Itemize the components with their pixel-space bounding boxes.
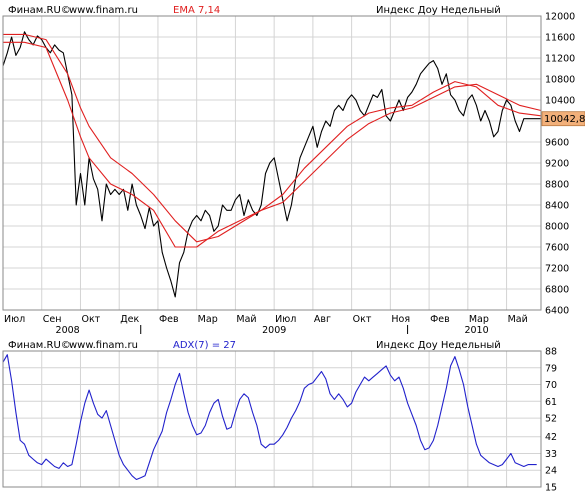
adx-header-site: www.finam.ru — [69, 340, 138, 351]
y-tick-label: 70 — [545, 380, 557, 391]
y-tick-label: 11200 — [545, 54, 575, 65]
x-tick-label: Июл — [275, 314, 296, 325]
adx-header-indicator: ADX(7) = 27 — [173, 340, 236, 351]
y-tick-label: 33 — [545, 449, 557, 460]
series-line-0 — [2, 31, 541, 298]
x-tick-label: Окт — [353, 314, 372, 325]
year-label: 2009 — [262, 325, 286, 336]
adx-panel: 15 24 33 42 52 61 70 79 88 Финам.RU© www.finam.r… — [2, 340, 557, 494]
last-price-badge-box — [541, 111, 585, 127]
adx-header-source: Финам.RU© — [8, 340, 71, 351]
y-tick-label: 52 — [545, 414, 557, 425]
x-tick-label: Мар — [198, 314, 218, 325]
year-label: 2010 — [464, 325, 488, 336]
y-tick-label: 7200 — [545, 264, 569, 275]
price-header-indicator: EMA 7,14 — [173, 5, 220, 16]
adx-grid — [3, 351, 541, 487]
y-tick-label: 12000 — [545, 12, 575, 23]
adx-plot-frame — [3, 351, 541, 487]
x-tick-label: Мар — [469, 314, 489, 325]
x-tick-label: Дек — [120, 314, 139, 325]
price-series — [2, 31, 542, 298]
y-tick-label: 15 — [545, 483, 557, 494]
x-tick-label: Май — [508, 314, 528, 325]
price-header-instrument: Индекс Доу Недельный — [376, 5, 501, 16]
adx-series — [2, 354, 537, 481]
x-tick-label: Фев — [159, 314, 179, 325]
y-tick-label: 11600 — [545, 33, 575, 44]
y-tick-label: 88 — [545, 347, 557, 358]
x-tick-label: Фев — [430, 314, 450, 325]
y-tick-label: 8000 — [545, 222, 569, 233]
y-tick-label: 10400 — [545, 96, 575, 107]
y-tick-label: 7600 — [545, 243, 569, 254]
price-header-source: Финам.RU© — [8, 5, 71, 16]
last-price-label: 10042,88 — [544, 114, 585, 125]
x-tick-label: Июл — [4, 314, 25, 325]
price-grid — [3, 16, 541, 310]
y-tick-label: 6400 — [545, 306, 569, 317]
y-tick-label: 6800 — [545, 285, 569, 296]
price-x-ticks: Июл Сен Окт Дек Фев Мар Май Июл Авг Окт Ноя Фев Мар М… — [4, 314, 528, 325]
y-tick-label: 79 — [545, 363, 557, 374]
year-label: 2008 — [56, 325, 80, 336]
x-tick-label: Май — [236, 314, 256, 325]
x-tick-label: Окт — [81, 314, 100, 325]
series-line-2 — [3, 33, 542, 243]
y-tick-label: 10800 — [545, 75, 575, 86]
price-panel: 6400680072007600800084008800920096001000… — [2, 5, 585, 336]
y-tick-label: 42 — [545, 432, 557, 443]
price-header-site: www.finam.ru — [69, 5, 138, 16]
y-tick-label: 9200 — [545, 159, 569, 170]
adx-y-ticks: 15 24 33 42 52 61 70 79 88 — [545, 347, 557, 494]
adx-header-instrument: Индекс Доу Недельный — [376, 340, 501, 351]
adx-plot-border — [2, 350, 542, 488]
series-line-0 — [2, 354, 537, 481]
price-y-ticks: 6400680072007600800084008800920096001000… — [545, 12, 575, 317]
x-tick-label: Ноя — [391, 314, 410, 325]
year-labels: 2008 2009 2010 — [56, 325, 489, 336]
x-tick-label: Сен — [43, 314, 62, 325]
y-tick-label: 24 — [545, 466, 557, 477]
y-tick-label: 61 — [545, 397, 557, 408]
price-plot-border — [2, 15, 542, 311]
y-tick-label: 8800 — [545, 180, 569, 191]
y-tick-label: 9600 — [545, 138, 569, 149]
last-price-badge: 10042,88 — [541, 111, 585, 127]
y-tick-label: 8400 — [545, 201, 569, 212]
x-tick-label: Авг — [314, 314, 331, 325]
